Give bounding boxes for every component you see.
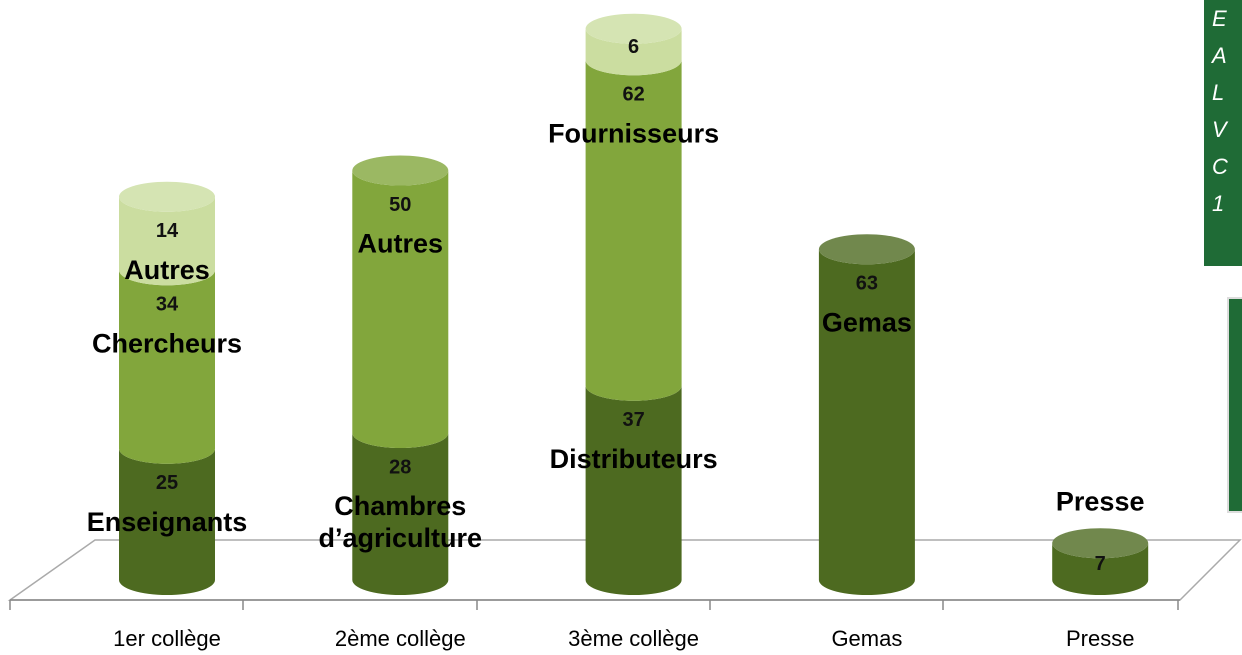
value-label: 34: [156, 294, 179, 316]
value-label: 6: [628, 36, 639, 58]
cylinder-segment: [119, 270, 215, 464]
value-label: 7: [1095, 553, 1106, 575]
value-label: 14: [156, 220, 179, 242]
side-note: L: [1212, 80, 1224, 105]
cylinder-top: [585, 13, 682, 44]
side-box: [1202, 0, 1242, 268]
cylinder-top: [818, 234, 915, 265]
x-tick-label: 1er collège: [113, 626, 221, 651]
x-tick-label: 2ème collège: [335, 626, 466, 651]
cylinder-segment: [352, 170, 449, 449]
cylinder-segment: [585, 385, 682, 595]
value-label: 50: [389, 194, 411, 216]
cylinder-top: [119, 181, 215, 212]
cylinder-top: [1052, 528, 1149, 559]
cylinder-segment: [119, 448, 215, 595]
side-note: 1: [1212, 191, 1224, 216]
side-note: A: [1210, 43, 1227, 68]
cylinder-segment: [585, 60, 682, 401]
segment-label: Autres: [124, 255, 210, 285]
cylinder-segment: [1052, 543, 1149, 595]
segment-label: Chercheurs: [92, 328, 242, 358]
cylinder-segment: [585, 28, 682, 76]
side-note: E: [1212, 6, 1227, 31]
axis-ticks: [9, 600, 1179, 610]
segment-label: Gemas: [822, 307, 912, 337]
value-label: 25: [156, 472, 178, 494]
value-label: 63: [856, 273, 878, 295]
value-label: 37: [622, 409, 644, 431]
segment-label: Fournisseurs: [548, 118, 719, 148]
segment-label: Distributeurs: [550, 444, 718, 474]
side-box: [1227, 297, 1242, 513]
cylinder-segment: [119, 196, 215, 286]
value-label: 62: [622, 84, 644, 106]
x-tick-label: Gemas: [831, 626, 902, 651]
value-label: 28: [389, 456, 411, 478]
segment-label: Enseignants: [87, 507, 248, 537]
segment-label: Autres: [358, 229, 444, 259]
segment-label: Presse: [1056, 486, 1145, 516]
cylinder-segment: [818, 249, 915, 595]
side-note: V: [1212, 117, 1229, 142]
cylinder-segment: [352, 433, 449, 595]
segment-label: Chambres d’agriculture: [319, 491, 483, 553]
side-note: C: [1212, 154, 1228, 179]
x-tick-label: 3ème collège: [568, 626, 699, 651]
x-tick-label: Presse: [1066, 626, 1134, 651]
cylinder-top: [352, 155, 449, 186]
